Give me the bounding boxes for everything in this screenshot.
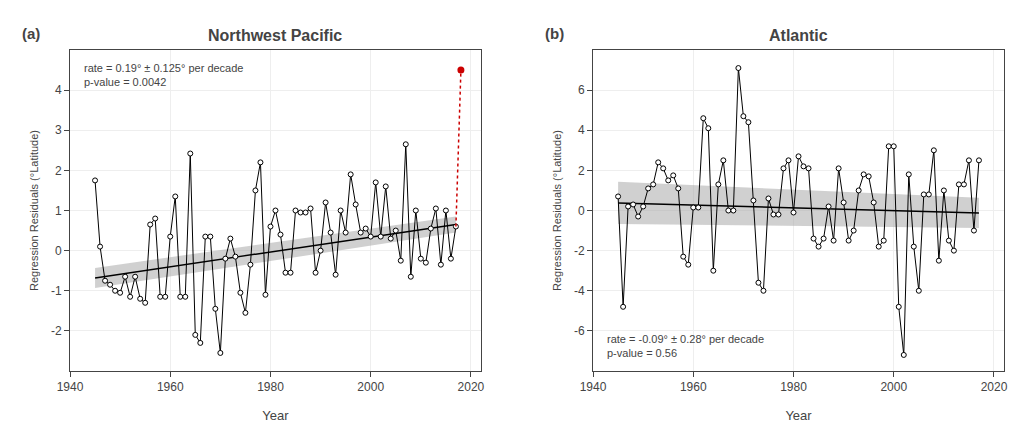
svg-text:1980: 1980: [257, 380, 284, 394]
svg-text:(b): (b): [545, 25, 564, 42]
svg-text:Northwest Pacific: Northwest Pacific: [208, 27, 342, 44]
svg-text:6: 6: [578, 83, 585, 97]
svg-text:2: 2: [55, 164, 62, 178]
svg-text:2020: 2020: [458, 380, 485, 394]
svg-text:Regression Residuals (°Latitud: Regression Residuals (°Latitude): [28, 130, 40, 291]
svg-text:Atlantic: Atlantic: [769, 27, 828, 44]
svg-text:1980: 1980: [780, 380, 807, 394]
svg-text:2000: 2000: [880, 380, 907, 394]
svg-text:1: 1: [55, 204, 62, 218]
svg-text:4: 4: [55, 83, 62, 97]
svg-text:2: 2: [578, 164, 585, 178]
svg-text:rate = -0.09° ± 0.28° per deca: rate = -0.09° ± 0.28° per decadep-value …: [607, 333, 764, 359]
svg-text:-6: -6: [574, 324, 585, 338]
svg-text:4: 4: [578, 123, 585, 137]
svg-text:-1: -1: [51, 284, 62, 298]
svg-text:1960: 1960: [680, 380, 707, 394]
svg-text:Regression Residuals (°Latitud: Regression Residuals (°Latitude): [551, 130, 563, 291]
svg-text:2000: 2000: [357, 380, 384, 394]
svg-text:1940: 1940: [580, 380, 607, 394]
svg-text:-2: -2: [574, 244, 585, 258]
svg-text:1960: 1960: [157, 380, 184, 394]
svg-text:rate = 0.19° ± 0.125° per deca: rate = 0.19° ± 0.125° per decadep-value …: [84, 62, 243, 88]
svg-text:1940: 1940: [57, 380, 84, 394]
svg-text:-2: -2: [51, 324, 62, 338]
svg-text:0: 0: [55, 244, 62, 258]
svg-text:-4: -4: [574, 284, 585, 298]
svg-text:3: 3: [55, 123, 62, 137]
svg-text:0: 0: [578, 204, 585, 218]
svg-text:Year: Year: [262, 408, 289, 423]
svg-text:2020: 2020: [981, 380, 1008, 394]
svg-text:Year: Year: [785, 408, 812, 423]
svg-text:(a): (a): [22, 25, 40, 42]
